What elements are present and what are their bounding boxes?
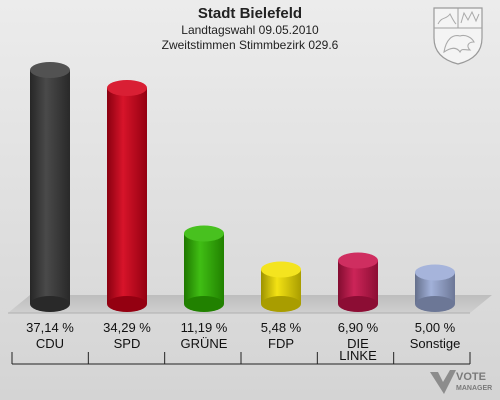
chart-subtitle-2: Zweitstimmen Stimmbezirk 029.6 xyxy=(161,38,339,52)
bar-base xyxy=(107,296,147,312)
chart-subtitle: Landtagswahl 09.05.2010 xyxy=(181,23,319,37)
value-label: 11,19 % xyxy=(181,320,228,335)
category-label: LINKE xyxy=(339,348,377,363)
value-label: 34,29 % xyxy=(103,320,151,335)
chart-title: Stadt Bielefeld xyxy=(197,5,303,22)
bar-base xyxy=(338,296,378,312)
value-label: 6,90 % xyxy=(338,320,379,335)
logo-vote-text: VOTE xyxy=(456,371,486,383)
bar-base xyxy=(184,296,224,312)
bar-body xyxy=(30,70,70,304)
bar-top xyxy=(415,264,455,281)
value-label: 5,00 % xyxy=(415,320,456,335)
category-label: Sonstige xyxy=(410,336,461,351)
bar-top xyxy=(30,62,70,78)
bar-base xyxy=(415,296,455,312)
category-label: SPD xyxy=(114,336,141,351)
category-label: CDU xyxy=(36,336,64,351)
bar-spd xyxy=(107,79,147,312)
value-label: 37,14 % xyxy=(26,320,74,335)
vote-manager-logo: VOTE MANAGER xyxy=(430,370,492,394)
category-label: GRÜNE xyxy=(181,336,228,351)
bar-top xyxy=(338,252,378,269)
category-label: DIE xyxy=(347,336,369,351)
bar-top xyxy=(107,79,147,96)
bar-base xyxy=(261,296,301,312)
bar-grüne xyxy=(184,225,224,312)
bar-top xyxy=(184,225,224,242)
bar-cdu xyxy=(30,62,70,312)
bar-die-linke xyxy=(338,252,378,312)
bar-top xyxy=(261,261,301,278)
bar-fdp xyxy=(261,261,301,312)
bar-body xyxy=(184,233,224,304)
logo-manager-text: MANAGER xyxy=(456,385,492,392)
bar-sonstige xyxy=(415,264,455,312)
bar-base xyxy=(30,296,70,312)
value-label: 5,48 % xyxy=(261,320,302,335)
bar-body xyxy=(107,87,147,304)
nrw-coat-of-arms-icon xyxy=(433,7,483,65)
category-label: FDP xyxy=(268,336,294,351)
